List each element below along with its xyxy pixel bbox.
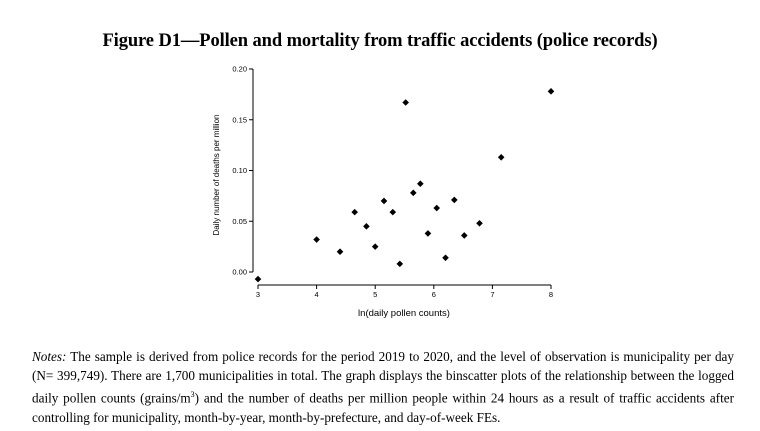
chart-points: [254, 88, 555, 283]
scatter-point: [363, 223, 370, 230]
scatter-point: [313, 236, 320, 243]
scatter-point: [442, 254, 449, 262]
scatter-point: [476, 219, 483, 227]
scatter-point: [402, 99, 409, 106]
scatter-point: [433, 204, 441, 212]
y-tick-label: 0.05: [232, 217, 247, 226]
y-tick-label: 0.00: [232, 268, 247, 277]
x-tick-label: 6: [432, 290, 436, 299]
notes-text-part-2: ) and the number of deaths per million p…: [32, 390, 734, 425]
scatter-point: [389, 208, 397, 216]
x-tick-label: 8: [549, 290, 553, 299]
x-tick-label: 3: [256, 290, 260, 299]
scatter-point: [547, 88, 555, 95]
x-axis-label: ln(daily pollen counts): [358, 308, 450, 319]
scatter-point: [451, 196, 458, 204]
scatter-point: [460, 232, 468, 239]
x-tick-label: 7: [490, 290, 494, 299]
notes-superscript: 3: [190, 390, 195, 400]
notes-label: Notes:: [32, 349, 67, 364]
chart-ticks: 0.00 0.05 0.10 0.15 0.20 3 4 5 6 7 8: [232, 65, 553, 300]
scatter-point: [409, 189, 417, 197]
scatter-point: [336, 248, 344, 255]
scatter-point: [380, 197, 388, 205]
notes-text-part-1: The sample is derived from police record…: [32, 349, 734, 406]
y-axis-label: Daily number of deaths per million: [212, 115, 221, 236]
x-tick-label: 4: [315, 290, 319, 299]
scatter-point: [254, 275, 262, 283]
binscatter-chart: 0.00 0.05 0.10 0.15 0.20 3 4 5 6 7 8 ln(daily poll…: [212, 65, 555, 319]
scatter-point: [371, 243, 379, 250]
y-tick-label: 0.15: [232, 115, 247, 124]
scatter-point: [424, 230, 432, 237]
scatter-point: [497, 154, 505, 161]
y-tick-label: 0.10: [232, 166, 247, 175]
scatter-point: [396, 260, 404, 268]
figure-notes: Notes: The sample is derived from police…: [32, 347, 734, 427]
scatter-point: [351, 208, 358, 216]
x-tick-label: 5: [373, 290, 377, 299]
y-tick-label: 0.20: [232, 65, 247, 74]
figure-title: Figure D1—Pollen and mortality from traf…: [102, 31, 658, 51]
scatter-point: [417, 180, 424, 187]
chart-axes: [252, 69, 551, 286]
